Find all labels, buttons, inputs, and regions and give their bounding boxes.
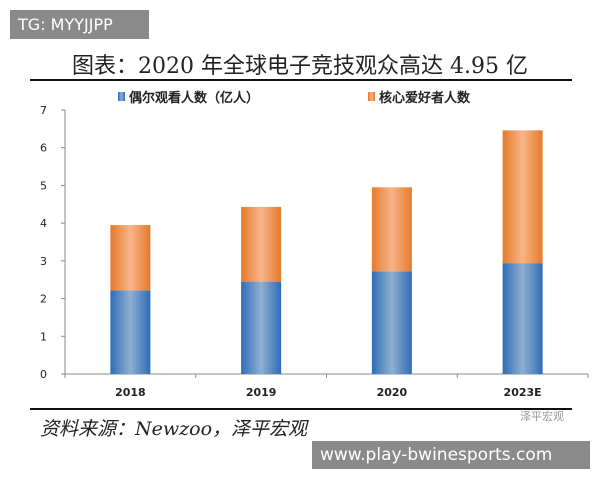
x-tick-label: 2020 — [377, 386, 408, 399]
bar-casual-2018 — [110, 290, 151, 374]
y-tick-label: 0 — [40, 368, 47, 381]
bar-core-2023E — [502, 130, 543, 264]
bar-casual-2020 — [371, 271, 412, 374]
bar-core-2020 — [371, 187, 412, 272]
y-tick-label: 6 — [40, 142, 47, 155]
y-tick-label: 1 — [40, 330, 47, 343]
bar-core-2018 — [110, 225, 151, 291]
legend-label: 核心爱好者人数 — [379, 90, 471, 106]
watermark-top: TG: MYYJJPP — [10, 10, 149, 39]
y-tick-label: 5 — [40, 179, 47, 192]
bar-core-2019 — [241, 206, 282, 282]
y-tick-label: 7 — [40, 104, 47, 117]
bar-casual-2019 — [241, 281, 282, 374]
watermark-bottom: www.play-bwinesports.com — [312, 441, 590, 469]
divider-bottom — [30, 408, 572, 410]
brand-logo: 泽平宏观 — [520, 410, 564, 423]
legend-swatch — [368, 92, 375, 101]
legend-swatch — [118, 92, 125, 101]
divider-top — [30, 79, 572, 81]
y-tick-label: 4 — [40, 217, 47, 230]
x-tick-label: 2018 — [115, 386, 146, 399]
x-tick-label: 2019 — [246, 386, 277, 399]
y-tick-label: 3 — [40, 255, 47, 268]
y-tick-label: 2 — [40, 293, 47, 306]
stacked-bar-chart: 0 1 2 3 4 5 6 7 2018 2019 2020 2023E 偶尔观看人数（亿人） 核心爱好者… — [40, 90, 589, 399]
x-tick-label: 2023E — [504, 386, 542, 399]
source-note: 资料来源：Newzoo，泽平宏观 — [40, 418, 308, 440]
bar-casual-2023E — [502, 263, 543, 374]
chart-title: 图表：2020 年全球电子竞技观众高达 4.95 亿 — [72, 54, 528, 79]
legend-label: 偶尔观看人数（亿人） — [129, 90, 259, 106]
